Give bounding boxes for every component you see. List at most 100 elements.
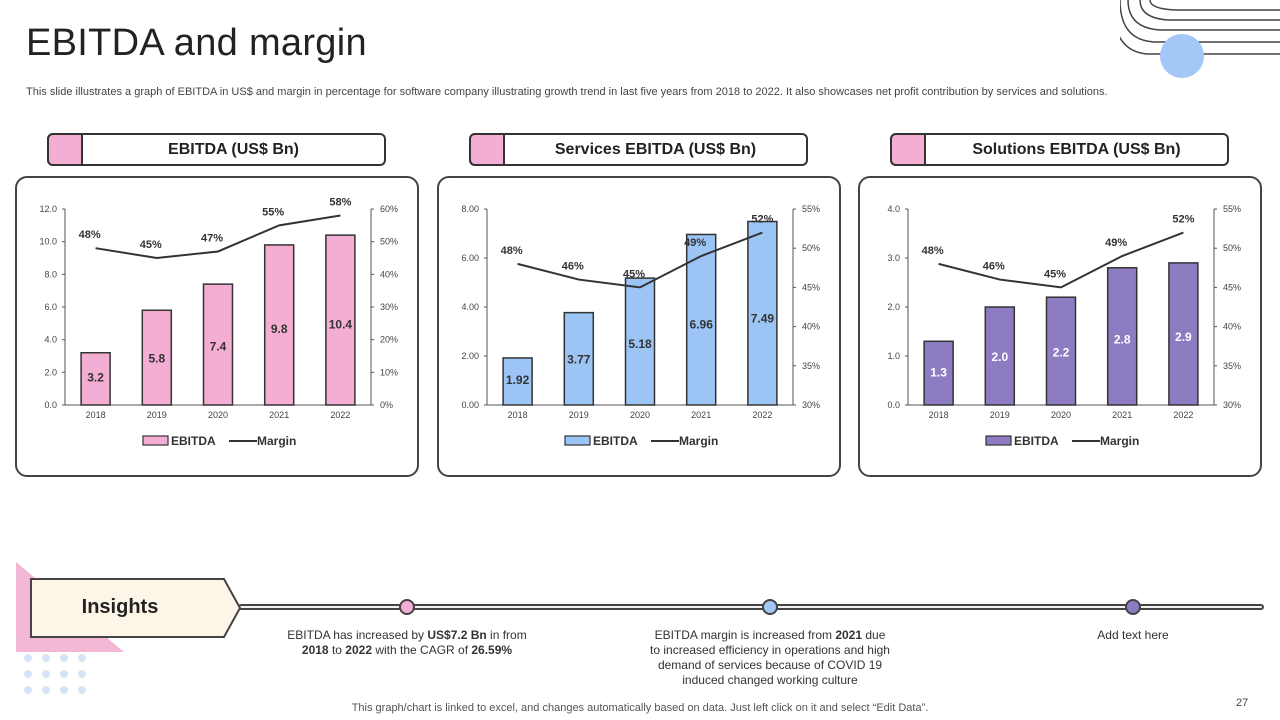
bar-value-label: 7.4 [210,340,227,354]
y2-tick-label: 35% [1223,361,1241,371]
accent-circle [1160,34,1204,78]
y2-tick-label: 0% [380,400,393,410]
margin-value-label: 46% [983,261,1005,273]
insight-text-3[interactable]: Add text here [1097,628,1169,642]
page-title: EBITDA and margin [26,22,367,64]
y2-tick-label: 45% [802,282,820,292]
chart3-header: Solutions EBITDA (US$ Bn) [890,133,1229,166]
bar-value-label: 7.49 [751,311,775,325]
x-tick-label: 2018 [929,410,949,420]
x-tick-label: 2020 [1051,410,1071,420]
y2-tick-label: 35% [802,361,820,371]
timeline-dot-1 [399,599,415,615]
y2-tick-label: 10% [380,367,398,377]
y2-tick-label: 50% [802,243,820,253]
chart1-header-tab [47,133,83,166]
bar-value-label: 2.2 [1053,345,1070,359]
x-tick-label: 2022 [752,410,772,420]
margin-value-label: 55% [262,206,284,218]
margin-line [938,231,1184,289]
x-tick-label: 2018 [508,410,528,420]
margin-value-label: 49% [684,237,706,249]
bar-value-label: 10.4 [329,318,353,332]
solutions-ebitda-chart[interactable]: 0.0 1.0 2.0 3.0 4.0 30% 35% 40% 45% 50% 55% 2018 201… [860,178,1264,479]
bar [1045,296,1077,406]
y2-tick-label: 40% [802,322,820,332]
bar-value-label: 2.8 [1114,332,1131,346]
x-tick-label: 2022 [1173,410,1193,420]
dot-grid-decoration [24,654,86,694]
y-tick-label: 0.0 [887,400,900,410]
y-tick-label: 0.00 [461,400,479,410]
margin-value-label: 48% [501,245,523,257]
y-tick-label: 4.0 [44,335,57,345]
y2-tick-label: 30% [802,400,820,410]
y2-tick-label: 40% [1223,322,1241,332]
page-subtitle: This slide illustrates a graph of EBITDA… [26,86,1108,98]
legend-label-margin: Margin [679,434,718,448]
bar-value-label: 3.77 [567,352,591,366]
bar-value-label: 5.18 [628,337,652,351]
y2-tick-label: 30% [1223,400,1241,410]
margin-value-label: 52% [751,214,773,226]
bar [923,340,954,406]
bar-value-label: 3.2 [87,370,104,384]
y2-tick-label: 40% [380,269,398,279]
bar [563,311,595,406]
insight-text-2: EBITDA margin is increased from 2021 due… [650,628,890,687]
y2-tick-label: 55% [1223,204,1241,214]
page-number: 27 [1236,697,1249,709]
y-tick-label: 10.0 [39,237,57,247]
insight-text-1: EBITDA has increased by US$7.2 Bn in fro… [287,628,527,657]
legend-swatch-ebitda [985,435,1012,446]
chart1-header: EBITDA (US$ Bn) [47,133,386,166]
legend-label-ebitda: EBITDA [1014,434,1059,448]
x-tick-label: 2019 [990,410,1010,420]
insights-arrow-box [30,578,242,638]
y-tick-label: 2.00 [461,351,479,361]
timeline-dot-3 [1125,599,1141,615]
y-tick-label: 3.0 [887,253,900,263]
legend-label-margin: Margin [257,434,296,448]
ebitda-chart[interactable]: 0.0 2.0 4.0 6.0 8.0 10.0 12.0 0% 10% 20% 30% 40% 50%… [17,178,421,479]
bar-value-label: 9.8 [271,322,288,336]
y-tick-label: 6.00 [461,253,479,263]
margin-value-label: 48% [79,229,101,241]
margin-value-label: 45% [140,239,162,251]
y-tick-label: 0.0 [44,400,57,410]
x-tick-label: 2021 [1112,410,1132,420]
margin-value-label: 46% [562,261,584,273]
bar-value-label: 1.92 [506,373,530,387]
x-tick-label: 2020 [630,410,650,420]
x-tick-label: 2019 [569,410,589,420]
x-tick-label: 2022 [330,410,350,420]
chart3-header-tab [890,133,926,166]
y2-tick-label: 50% [1223,243,1241,253]
bar [325,234,356,406]
bar [685,233,717,406]
chart1-card[interactable]: 0.0 2.0 4.0 6.0 8.0 10.0 12.0 0% 10% 20% 30% 40% 50%… [15,176,419,477]
chart3-header-label: Solutions EBITDA (US$ Bn) [972,141,1181,158]
y2-tick-label: 20% [380,335,398,345]
y-tick-label: 4.0 [887,204,900,214]
chart2-card[interactable]: 0.00 2.00 4.00 6.00 8.00 30% 35% 40% 45% 50% 55% 20… [437,176,841,477]
footer-note: This graph/chart is linked to excel, and… [351,702,929,714]
margin-value-label: 47% [201,232,223,244]
chart2-header-label: Services EBITDA (US$ Bn) [554,141,757,158]
decorative-arcs [1120,0,1280,78]
margin-value-label: 48% [922,245,944,257]
margin-line [517,231,763,289]
x-tick-label: 2021 [269,410,289,420]
x-tick-label: 2018 [86,410,106,420]
bar [202,283,234,406]
chart3-card[interactable]: 0.0 1.0 2.0 3.0 4.0 30% 35% 40% 45% 50% 55% 2018 201… [858,176,1262,477]
margin-value-label: 49% [1105,237,1127,249]
bar-value-label: 6.96 [690,317,714,331]
bar [747,220,778,406]
insights-timeline [238,604,1264,610]
y-tick-label: 4.00 [461,302,479,312]
margin-value-label: 58% [329,197,351,209]
services-ebitda-chart[interactable]: 0.00 2.00 4.00 6.00 8.00 30% 35% 40% 45% 50% 55% 20… [439,178,843,479]
margin-line [95,214,341,260]
bar [141,309,173,406]
